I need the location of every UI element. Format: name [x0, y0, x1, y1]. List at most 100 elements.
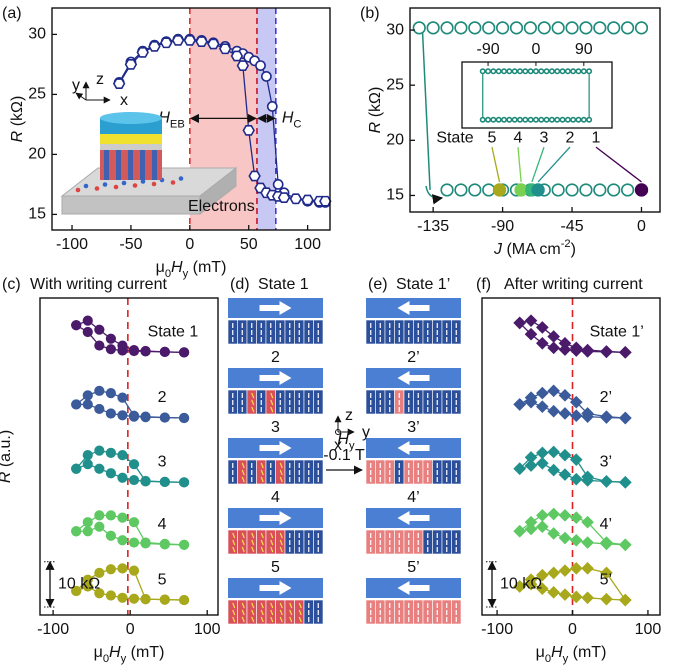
y-tick-label: 15 — [28, 206, 46, 223]
x-tick-label: -100 — [481, 621, 513, 638]
state-label: 4 — [271, 489, 280, 506]
y-tick-label: 20 — [28, 146, 46, 163]
data-point — [559, 408, 570, 419]
data-point — [413, 22, 425, 34]
data-point — [179, 595, 188, 604]
data-point — [559, 450, 570, 461]
label-part: μ — [156, 259, 165, 276]
state-pointer — [492, 147, 500, 182]
data-point — [622, 22, 634, 34]
data-point — [160, 413, 169, 422]
data-point — [582, 537, 593, 548]
data-point — [537, 510, 548, 521]
data-point — [559, 338, 570, 349]
data-point — [622, 184, 634, 196]
data-point — [118, 513, 127, 522]
data-point — [537, 388, 548, 399]
electron — [114, 185, 119, 190]
substrate-front — [62, 196, 200, 214]
data-point — [141, 412, 150, 421]
data-point — [559, 532, 570, 543]
data-point — [566, 118, 570, 122]
data-point — [274, 180, 283, 189]
data-point — [559, 510, 570, 521]
data-point — [539, 69, 543, 73]
label-part: (MA cm — [502, 241, 561, 258]
data-point — [83, 460, 92, 469]
data-point — [179, 413, 188, 422]
data-point — [538, 22, 550, 34]
data-point — [497, 69, 501, 73]
data-point — [95, 522, 104, 531]
layer-fm — [100, 134, 162, 144]
y-tick-label: 25 — [386, 76, 404, 93]
x-tick-label: 100 — [194, 621, 221, 638]
curve-label: 4’ — [600, 516, 612, 533]
data-point — [106, 448, 115, 457]
data-point — [106, 531, 115, 540]
label-part: (a.u.) — [0, 430, 14, 472]
data-point — [525, 315, 536, 326]
data-point — [106, 591, 115, 600]
state-label: State 1’ — [396, 276, 450, 293]
data-point — [106, 565, 115, 574]
data-point — [601, 411, 612, 422]
data-point — [539, 118, 543, 122]
data-point — [483, 184, 495, 196]
electron — [179, 176, 184, 181]
label-part: H — [551, 644, 563, 661]
data-point — [576, 118, 580, 122]
data-point — [160, 595, 169, 604]
state-pointer — [596, 147, 641, 182]
panel-title: With writing current — [30, 276, 167, 293]
data-point — [141, 476, 150, 485]
data-point — [141, 538, 150, 547]
data-point — [594, 184, 606, 196]
axis-name: x — [334, 437, 342, 454]
curve-label: 2’ — [600, 389, 612, 406]
data-point — [620, 539, 631, 550]
x-tick-label: -50 — [119, 236, 142, 253]
data-point — [238, 61, 249, 70]
data-point — [95, 446, 104, 455]
data-point — [518, 69, 522, 73]
data-point — [534, 69, 538, 73]
data-point — [537, 458, 548, 469]
data-point — [291, 194, 302, 203]
data-point — [601, 346, 612, 357]
state-pointer — [518, 147, 521, 182]
state-label: State 1 — [258, 276, 309, 293]
y-axis-label: R (kΩ) — [367, 87, 384, 134]
y-tick-label: 15 — [386, 187, 404, 204]
data-point — [137, 48, 148, 57]
data-point — [232, 51, 243, 60]
panel-label: (f) — [476, 276, 491, 293]
data-point — [83, 391, 92, 400]
data-point — [256, 61, 265, 70]
data-point — [514, 399, 525, 410]
data-point — [72, 464, 81, 473]
state-point — [635, 184, 647, 196]
x-tick-label: -135 — [417, 218, 449, 235]
data-point — [72, 527, 81, 536]
data-point — [548, 567, 559, 578]
data-point — [483, 22, 495, 34]
state-label: 5’ — [407, 559, 419, 576]
data-point — [126, 60, 137, 69]
data-point — [620, 594, 631, 605]
data-point — [106, 511, 115, 520]
data-point — [469, 184, 481, 196]
data-point — [548, 587, 559, 598]
data-point — [559, 565, 570, 576]
electron — [84, 184, 89, 189]
data-point — [548, 385, 559, 396]
label-part: C — [293, 118, 301, 130]
data-point — [491, 69, 495, 73]
state-label: 2 — [566, 129, 575, 146]
x-tick-label: -90 — [491, 218, 514, 235]
data-point — [537, 447, 548, 458]
state-label: 4’ — [407, 489, 419, 506]
data-point — [427, 22, 439, 34]
x-tick-label: -100 — [56, 236, 88, 253]
label-part: (mT) — [188, 259, 226, 276]
